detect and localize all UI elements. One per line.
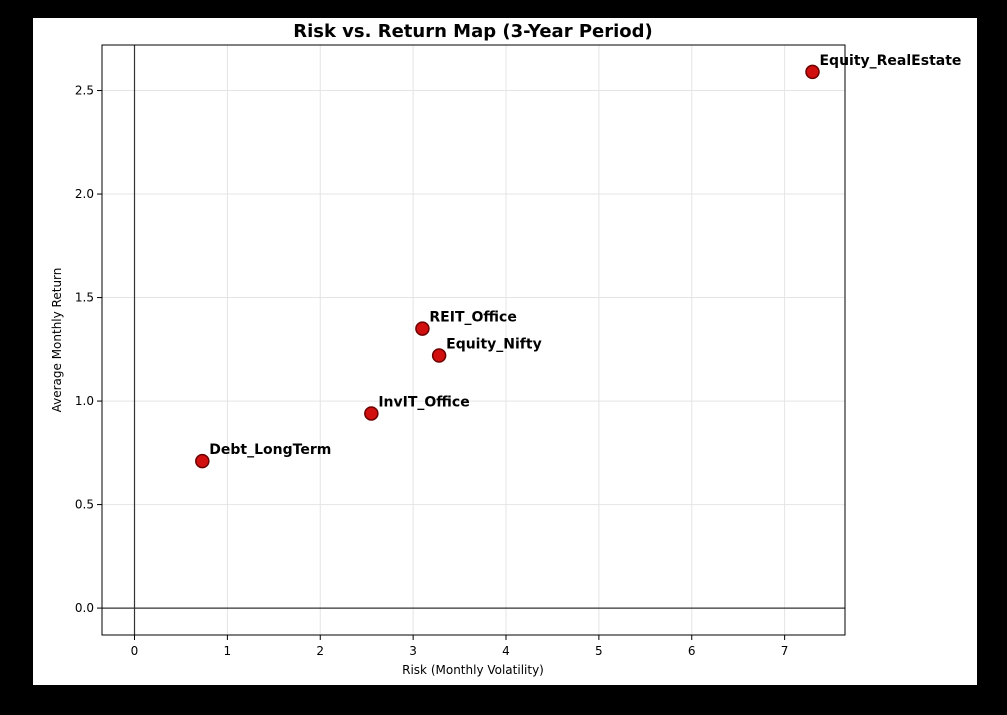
point-label: Debt_LongTerm bbox=[209, 442, 331, 458]
y-axis-label: Average Monthly Return bbox=[50, 268, 64, 413]
x-tick-label: 6 bbox=[688, 644, 696, 658]
y-tick-label: 1.0 bbox=[75, 394, 94, 408]
x-tick-label: 7 bbox=[781, 644, 789, 658]
x-tick-label: 1 bbox=[224, 644, 232, 658]
point-label: Equity_RealEstate bbox=[819, 53, 961, 69]
x-tick-label: 2 bbox=[316, 644, 324, 658]
risk-return-scatter-chart: Risk vs. Return Map (3-Year Period) 0 1 2 3… bbox=[50, 21, 961, 677]
scatter-point bbox=[431, 348, 447, 363]
y-tick-label: 0.5 bbox=[75, 498, 94, 512]
scatter-point bbox=[364, 406, 379, 421]
scatter-point bbox=[195, 453, 210, 469]
x-tick-label: 3 bbox=[409, 644, 417, 658]
y-tick-label: 1.5 bbox=[75, 291, 94, 305]
axis-ticks: 0 1 2 3 4 5 6 7 0.0 0.5 1.0 1.5 2.0 2.5 bbox=[75, 84, 789, 658]
scatter-point bbox=[805, 64, 820, 80]
chart-frame: Risk vs. Return Map (3-Year Period) 0 1 2 3… bbox=[33, 18, 977, 685]
point-label: InvIT_Office bbox=[378, 394, 469, 410]
scatter-point bbox=[415, 321, 430, 336]
plot-area-border bbox=[101, 44, 846, 636]
data-points bbox=[195, 64, 820, 469]
chart-title: Risk vs. Return Map (3-Year Period) bbox=[293, 21, 653, 42]
y-tick-label: 2.5 bbox=[75, 84, 94, 98]
grid-lines bbox=[102, 45, 845, 635]
point-label: REIT_Office bbox=[429, 310, 516, 326]
x-tick-label: 4 bbox=[502, 644, 510, 658]
x-axis-label: Risk (Monthly Volatility) bbox=[402, 663, 544, 677]
x-tick-label: 0 bbox=[131, 644, 139, 658]
y-tick-label: 2.0 bbox=[75, 187, 94, 201]
y-tick-label: 0.0 bbox=[75, 601, 94, 615]
data-labels: Debt_LongTerm InvIT_Office REIT_Office Equi… bbox=[209, 53, 961, 458]
x-tick-label: 5 bbox=[595, 644, 603, 658]
point-label: Equity_Nifty bbox=[446, 337, 542, 353]
reference-lines bbox=[102, 45, 845, 635]
